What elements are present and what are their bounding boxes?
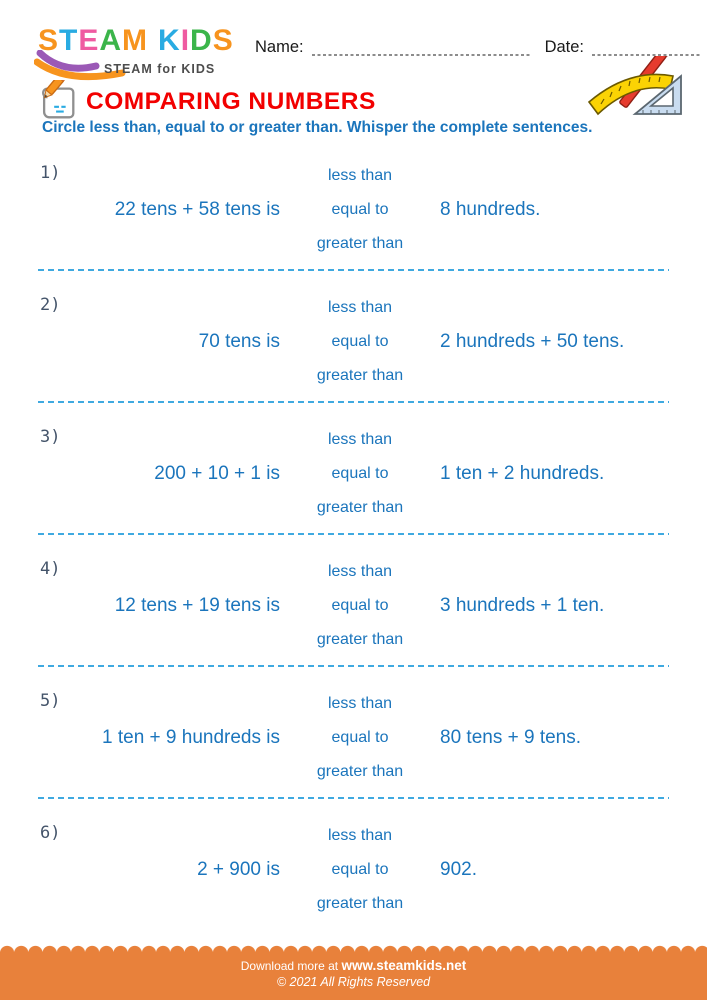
option-less-than[interactable]: less than (327, 431, 393, 448)
instruction-text: Circle less than, equal to or greater th… (42, 119, 593, 136)
footer-download-line: Download more at www.steamkids.net (0, 958, 707, 973)
logo-wordmark: STEAM KIDS (38, 26, 253, 56)
left-expression: 200 + 10 + 1 is (154, 463, 280, 484)
date-input-line[interactable] (592, 43, 700, 57)
right-expression: 80 tens + 9 tens. (440, 727, 582, 748)
question-2: 2) less than 70 tens is equal to 2 hundred… (0, 282, 707, 414)
option-less-than[interactable]: less than (327, 299, 393, 316)
name-date-row: Name: Date: (255, 38, 700, 57)
option-equal-to[interactable]: equal to (331, 729, 389, 746)
option-less-than[interactable]: less than (327, 563, 393, 580)
page-title: COMPARING NUMBERS (86, 88, 376, 115)
left-expression: 70 tens is (198, 331, 280, 352)
option-greater-than[interactable]: greater than (316, 499, 404, 516)
question-number: 6) (40, 823, 61, 843)
logo-letter: S (212, 24, 234, 57)
question-4: 4) less than 12 tens + 19 tens is equal t… (0, 546, 707, 678)
right-expression: 902. (440, 859, 477, 880)
steamkids-logo: STEAM KIDS STEAM for KIDS (34, 26, 253, 81)
option-greater-than[interactable]: greater than (316, 367, 404, 384)
left-expression: 2 + 900 is (197, 859, 280, 880)
left-expression: 1 ten + 9 hundreds is (102, 727, 280, 748)
name-input-line[interactable] (311, 43, 531, 57)
footer-download-prefix: Download more at (240, 959, 339, 973)
option-greater-than[interactable]: greater than (316, 895, 404, 912)
logo-letter: A (99, 24, 123, 57)
question-separator (38, 796, 669, 799)
logo-letter: T (59, 24, 79, 57)
option-greater-than[interactable]: greater than (316, 763, 404, 780)
logo-letter: S (38, 24, 60, 57)
question-number: 5) (40, 691, 61, 711)
left-expression: 22 tens + 58 tens is (114, 199, 280, 220)
question-number: 1) (40, 163, 61, 183)
question-separator (38, 664, 669, 667)
option-less-than[interactable]: less than (327, 827, 393, 844)
date-label: Date: (544, 38, 584, 56)
logo-letter: D (190, 24, 213, 57)
question-separator (38, 400, 669, 403)
question-3: 3) less than 200 + 10 + 1 is equal to 1 te… (0, 414, 707, 546)
question-separator (38, 532, 669, 535)
question-separator (38, 268, 669, 271)
option-greater-than[interactable]: greater than (316, 631, 404, 648)
logo-tagline: STEAM for KIDS (104, 62, 216, 76)
logo-letter: K (158, 24, 181, 57)
right-expression: 3 hundreds + 1 ten. (440, 595, 605, 616)
question-5: 5) less than 1 ten + 9 hundreds is equal … (0, 678, 707, 810)
right-expression: 2 hundreds + 50 tens. (440, 331, 625, 352)
option-less-than[interactable]: less than (327, 167, 393, 184)
logo-letter: E (78, 24, 100, 57)
option-equal-to[interactable]: equal to (331, 201, 389, 218)
scroll-pencil-icon (42, 80, 75, 119)
logo-letter: I (180, 24, 191, 57)
option-greater-than[interactable]: greater than (316, 235, 404, 252)
footer-scallop-edge (0, 945, 707, 953)
option-equal-to[interactable]: equal to (331, 333, 389, 350)
right-expression: 8 hundreds. (440, 199, 541, 220)
question-1: 1) less than 22 tens + 58 tens is equal t… (0, 150, 707, 282)
question-number: 3) (40, 427, 61, 447)
option-equal-to[interactable]: equal to (331, 597, 389, 614)
name-label: Name: (255, 38, 304, 56)
option-less-than[interactable]: less than (327, 695, 393, 712)
question-number: 2) (40, 295, 61, 315)
left-expression: 12 tens + 19 tens is (114, 595, 280, 616)
title-row: COMPARING NUMBERS (36, 80, 376, 124)
footer: Download more at www.steamkids.net © 202… (0, 945, 707, 1000)
question-number: 4) (40, 559, 61, 579)
option-equal-to[interactable]: equal to (331, 861, 389, 878)
footer-copyright: © 2021 All Rights Reserved (276, 975, 431, 989)
ruler-pencil-triangle-icon (587, 56, 682, 116)
logo-swoosh-icon (34, 50, 126, 81)
footer-site-link[interactable]: www.steamkids.net (341, 958, 467, 973)
option-equal-to[interactable]: equal to (331, 465, 389, 482)
logo-letter: M (122, 24, 149, 57)
question-6: 6) less than 2 + 900 is equal to 902. grea… (0, 810, 707, 942)
right-expression: 1 ten + 2 hundreds. (440, 463, 605, 484)
questions-list: 1) less than 22 tens + 58 tens is equal t… (0, 150, 707, 942)
